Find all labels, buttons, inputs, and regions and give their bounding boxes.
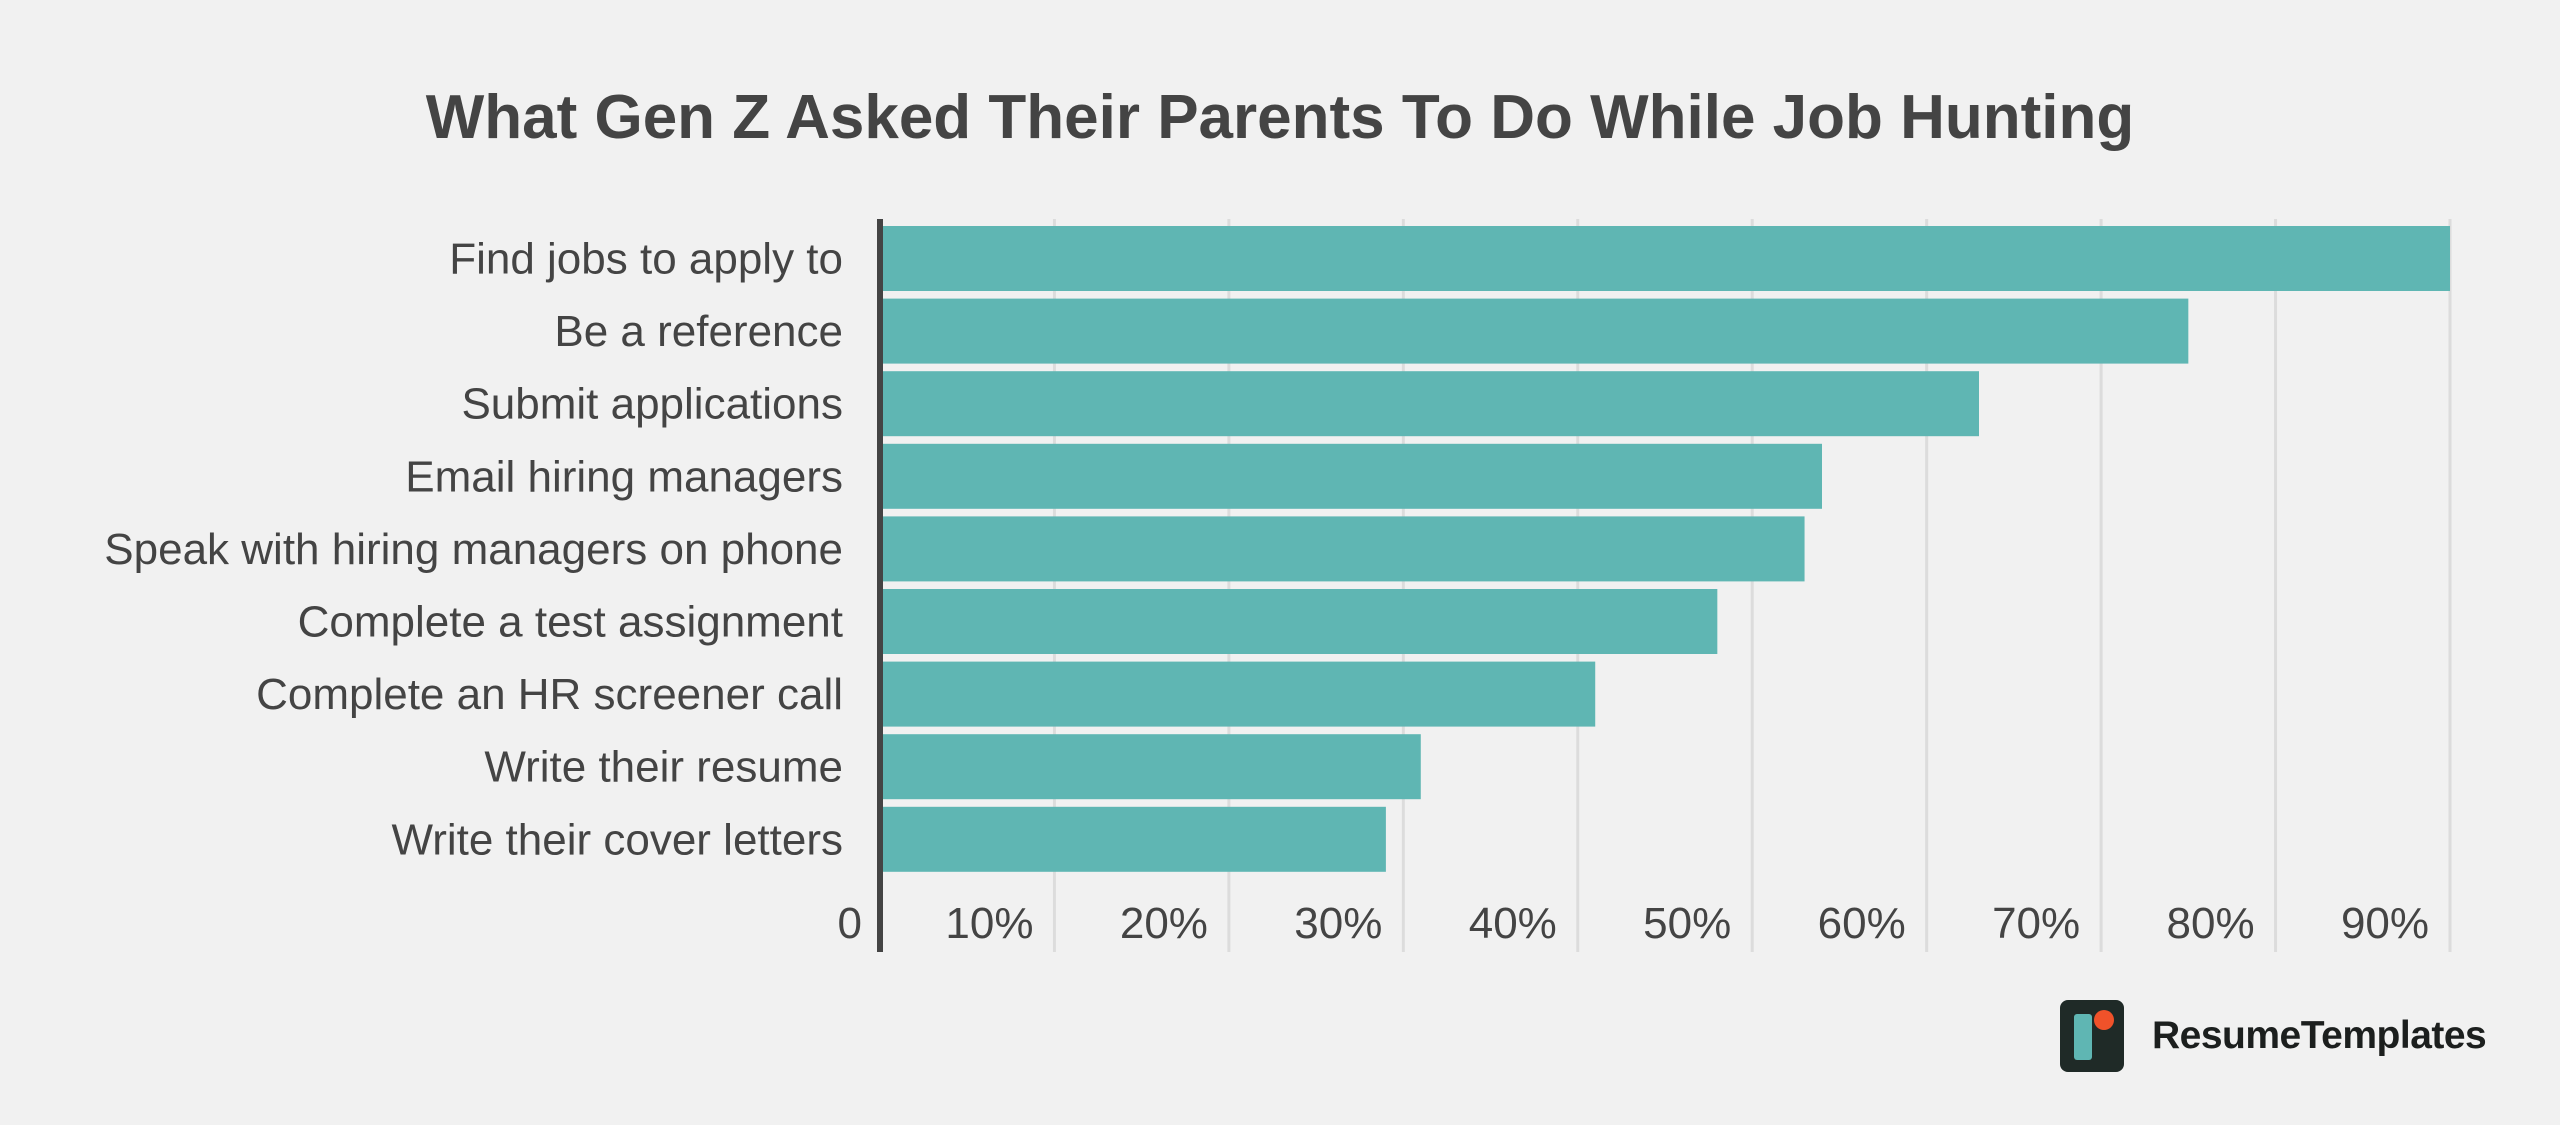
category-label: Speak with hiring managers on phone: [104, 525, 843, 574]
bar: [880, 734, 1421, 800]
bar: [880, 226, 2450, 291]
category-label: Complete an HR screener call: [256, 670, 843, 719]
x-tick-label: 80%: [2167, 899, 2255, 948]
category-label: Write their resume: [484, 743, 843, 792]
x-tick-label: 90%: [2341, 899, 2429, 948]
x-tick-label: 60%: [1818, 899, 1906, 948]
bar: [880, 371, 1979, 437]
x-axis-ticks: 0 10% 20% 30% 40% 50% 60% 70% 80% 90%: [838, 899, 2430, 948]
x-tick-label: 30%: [1294, 899, 1382, 948]
bars: [880, 226, 2450, 872]
bar: [880, 516, 1805, 582]
chart-title: What Gen Z Asked Their Parents To Do Whi…: [426, 83, 2135, 152]
bar: [880, 661, 1596, 727]
category-label: Find jobs to apply to: [449, 235, 843, 284]
x-tick-label: 70%: [1992, 899, 2080, 948]
category-label: Email hiring managers: [405, 452, 843, 501]
brand-footer: ResumeTemplates: [2060, 1000, 2487, 1072]
category-label: Submit applications: [461, 380, 843, 429]
category-label: Write their cover letters: [391, 815, 843, 864]
category-labels: Find jobs to apply to Be a reference Submi…: [104, 235, 843, 865]
bar: [880, 443, 1822, 509]
x-tick-label: 20%: [1120, 899, 1208, 948]
x-tick-label: 40%: [1469, 899, 1557, 948]
category-label: Complete a test assignment: [298, 598, 843, 647]
x-tick-label: 10%: [945, 899, 1033, 948]
resumetemplates-logo-icon: [2060, 1000, 2124, 1072]
x-tick-label: 0: [838, 899, 862, 948]
brand-name: ResumeTemplates: [2152, 1014, 2487, 1057]
category-label: Be a reference: [554, 307, 843, 356]
bar: [880, 298, 2189, 364]
bar: [880, 589, 1718, 654]
x-tick-label: 50%: [1643, 899, 1731, 948]
bar: [880, 806, 1386, 872]
